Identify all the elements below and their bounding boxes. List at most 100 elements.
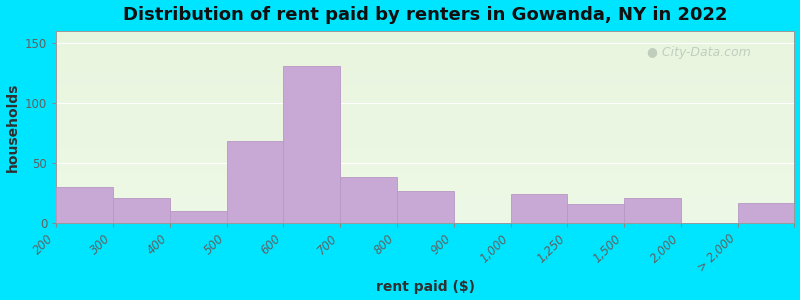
Bar [56, 204, 794, 206]
Bar [56, 59, 794, 62]
Bar [56, 196, 794, 198]
Bar [56, 79, 794, 81]
Bar [56, 119, 794, 121]
Bar [56, 160, 794, 162]
Title: Distribution of rent paid by renters in Gowanda, NY in 2022: Distribution of rent paid by renters in … [123, 6, 728, 24]
Bar [56, 158, 794, 160]
Bar [56, 42, 794, 44]
Bar [56, 36, 794, 38]
Bar [56, 187, 794, 188]
Bar [56, 69, 794, 71]
Y-axis label: households: households [6, 82, 19, 172]
Bar [56, 90, 794, 92]
Bar [56, 140, 794, 142]
Bar [56, 162, 794, 164]
Bar [56, 102, 794, 104]
Bar [56, 154, 794, 156]
Bar [56, 171, 794, 173]
Bar [56, 219, 794, 221]
Bar [56, 48, 794, 50]
Bar [56, 175, 794, 177]
Bar [56, 208, 794, 210]
Bar [56, 152, 794, 154]
Bar [56, 139, 794, 140]
Bar [56, 125, 794, 127]
Bar [56, 110, 794, 112]
Bar [56, 142, 794, 144]
Bar [56, 75, 794, 77]
Bar [56, 106, 794, 108]
Bar [56, 194, 794, 196]
Bar [56, 94, 794, 96]
Bar [56, 67, 794, 69]
Bar [56, 104, 794, 106]
Bar [56, 131, 794, 133]
Bar [56, 156, 794, 158]
Bar [56, 135, 794, 137]
Bar [56, 133, 794, 135]
Bar [56, 82, 794, 85]
Bar [56, 77, 794, 79]
Bar [56, 200, 794, 202]
Bar [56, 210, 794, 212]
Bar [56, 146, 794, 148]
Bar [113, 198, 170, 223]
Bar [567, 204, 624, 223]
Bar [56, 81, 794, 82]
Bar [56, 100, 794, 102]
Bar [56, 198, 794, 200]
Bar [56, 206, 794, 208]
Bar [56, 108, 794, 109]
Bar [56, 192, 794, 194]
Bar [340, 178, 397, 223]
Bar [56, 214, 794, 215]
Bar [56, 63, 794, 65]
Bar [56, 50, 794, 52]
Bar [56, 123, 794, 125]
Bar [56, 187, 113, 223]
Bar [56, 117, 794, 119]
Bar [283, 66, 340, 223]
Bar [56, 190, 794, 192]
Bar [56, 185, 794, 187]
Bar [624, 198, 681, 223]
Bar [56, 92, 794, 94]
Bar [56, 179, 794, 181]
Bar [56, 202, 794, 204]
Bar [56, 65, 794, 67]
Bar [56, 52, 794, 54]
Bar [56, 113, 794, 116]
Bar [226, 141, 283, 223]
Bar [510, 194, 567, 223]
Bar [56, 33, 794, 35]
Bar [56, 218, 794, 219]
Bar [56, 121, 794, 123]
Bar [56, 148, 794, 150]
Bar [56, 116, 794, 117]
Bar [738, 203, 794, 223]
Bar [56, 73, 794, 75]
Bar [56, 34, 794, 36]
Bar [56, 215, 794, 217]
X-axis label: rent paid ($): rent paid ($) [376, 280, 475, 294]
Bar [56, 96, 794, 98]
Bar [56, 98, 794, 100]
Bar [56, 58, 794, 59]
Bar [56, 221, 794, 223]
Bar [56, 183, 794, 185]
Bar [56, 188, 794, 190]
Bar [56, 86, 794, 88]
Bar [56, 150, 794, 152]
Bar [56, 129, 794, 131]
Bar [56, 165, 794, 167]
Text: ● City-Data.com: ● City-Data.com [647, 46, 750, 59]
Bar [56, 181, 794, 183]
Bar [56, 44, 794, 46]
Bar [56, 127, 794, 129]
Bar [56, 61, 794, 63]
Bar [56, 85, 794, 86]
Bar [56, 173, 794, 175]
Bar [56, 38, 794, 40]
Bar [170, 211, 226, 223]
Bar [56, 112, 794, 113]
